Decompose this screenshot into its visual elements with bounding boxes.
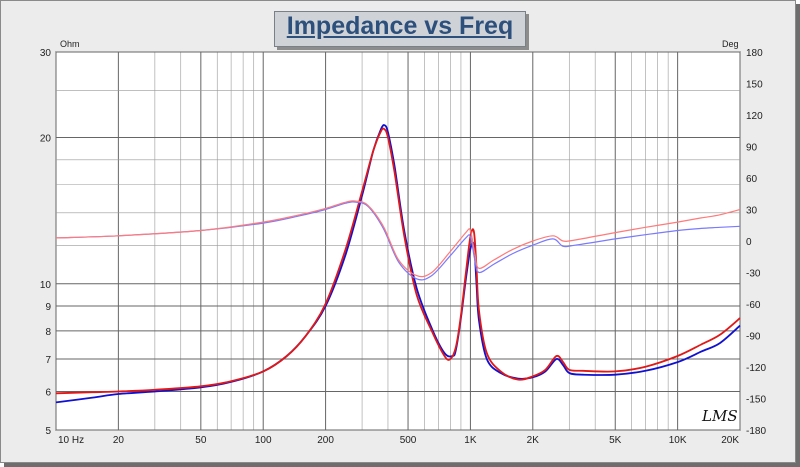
y-left-tick-label: 20 (40, 134, 52, 145)
right-axis-unit: Deg (722, 39, 739, 49)
x-tick-label: 20K (721, 435, 739, 446)
y-right-tick-label: 120 (746, 111, 763, 122)
phase-series-line-3 (55, 200, 741, 278)
x-tick-label: 20 (113, 435, 125, 446)
y-left-tick-label: 9 (45, 302, 51, 313)
x-tick-label: 5K (609, 435, 622, 446)
y-right-tick-label: 150 (746, 80, 763, 91)
curves (55, 124, 741, 404)
y-right-tick-label: 30 (746, 206, 758, 217)
x-tick-label: 200 (317, 435, 334, 446)
plot-area (55, 51, 741, 431)
x-tick-label: 2K (527, 435, 540, 446)
x-tick-label: 50 (195, 435, 207, 446)
y-left-tick-label: 6 (45, 388, 51, 399)
y-right-tick-label: -90 (746, 332, 761, 343)
y-left-tick-label: 30 (40, 48, 52, 59)
watermark: LMS (701, 407, 738, 425)
y-right-tick-label: -30 (746, 269, 761, 280)
y-right-tick-label: -60 (746, 300, 761, 311)
y-left-tick-label: 10 (40, 280, 52, 291)
phase-series-line-2 (55, 201, 741, 281)
chart-title-box: Impedance vs Freq (274, 11, 526, 47)
x-tick-label: 10 Hz (58, 435, 84, 446)
grid (55, 51, 741, 431)
x-tick-label: 500 (400, 435, 417, 446)
y-left-tick-label: 8 (45, 327, 51, 338)
x-tick-label: 1K (464, 435, 477, 446)
y-right-tick-label: -180 (746, 426, 766, 437)
chart-title: Impedance vs Freq (286, 12, 514, 40)
x-tick-label: 100 (255, 435, 272, 446)
y-right-tick-label: -150 (746, 395, 766, 406)
y-right-tick-label: 0 (746, 237, 752, 248)
y-right-tick-label: 60 (746, 174, 758, 185)
y-right-tick-label: 180 (746, 48, 763, 59)
y-right-tick-label: -120 (746, 363, 766, 374)
x-tick-label: 10K (669, 435, 687, 446)
left-axis-unit: Ohm (60, 39, 80, 49)
y-right-tick-label: 90 (746, 143, 758, 154)
y-left-tick-label: 7 (45, 355, 51, 366)
impedance-series-line-1 (55, 127, 741, 395)
y-left-tick-label: 5 (45, 426, 51, 437)
axis-labels: 10 Hz 20 50 100 200 500 1K 2K 5K 10K 20K 5 6 7 8 9 10 20 3… (40, 48, 767, 446)
